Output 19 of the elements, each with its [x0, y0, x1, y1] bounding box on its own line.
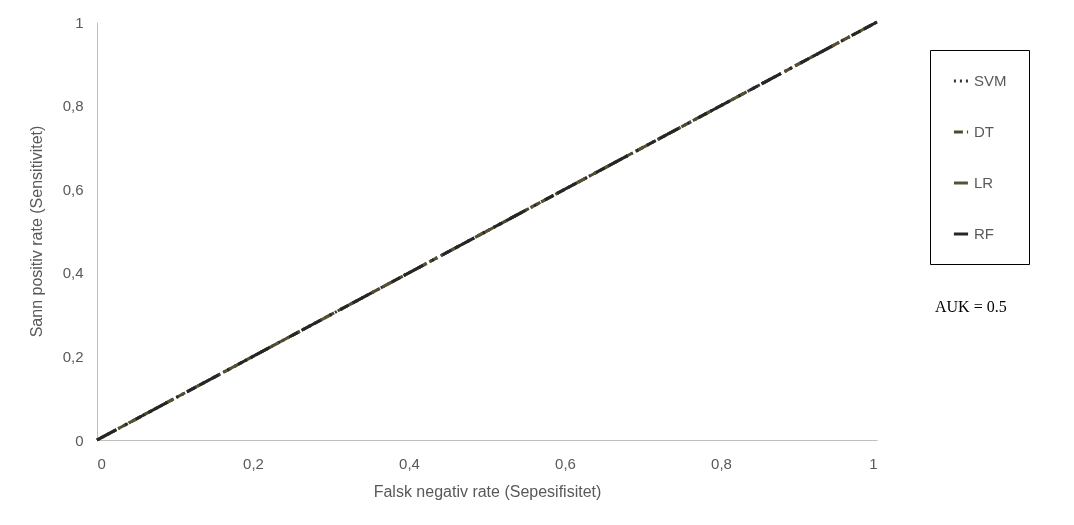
x-tick-label: 0,4 — [399, 454, 420, 472]
legend-label: SVM — [974, 72, 1007, 89]
x-tick-label: 0,2 — [243, 454, 264, 472]
text: AUK = 0.5 — [935, 298, 1007, 315]
x-axis-title: Falsk negativ rate (Sepesifisitet) — [373, 482, 602, 500]
x-tick-label: 0,8 — [711, 454, 732, 472]
x-tick-label: 1 — [869, 454, 878, 472]
y-tick-label: 0 — [75, 431, 84, 449]
y-tick-label: 0,6 — [62, 180, 84, 198]
y-tick-label: 0,8 — [62, 97, 84, 115]
legend-label: DT — [974, 123, 994, 140]
x-tick-label: 0,6 — [555, 454, 576, 472]
y-axis-title: Sann positiv rate (Sensitivitet) — [27, 125, 45, 338]
y-tick-label: 0,2 — [62, 347, 84, 365]
legend-label: LR — [974, 174, 994, 191]
y-tick-label: 1 — [75, 13, 84, 31]
y-tick-label: 0,4 — [62, 264, 84, 282]
legend-label: RF — [974, 225, 994, 242]
x-tick-label: 0 — [97, 454, 106, 472]
